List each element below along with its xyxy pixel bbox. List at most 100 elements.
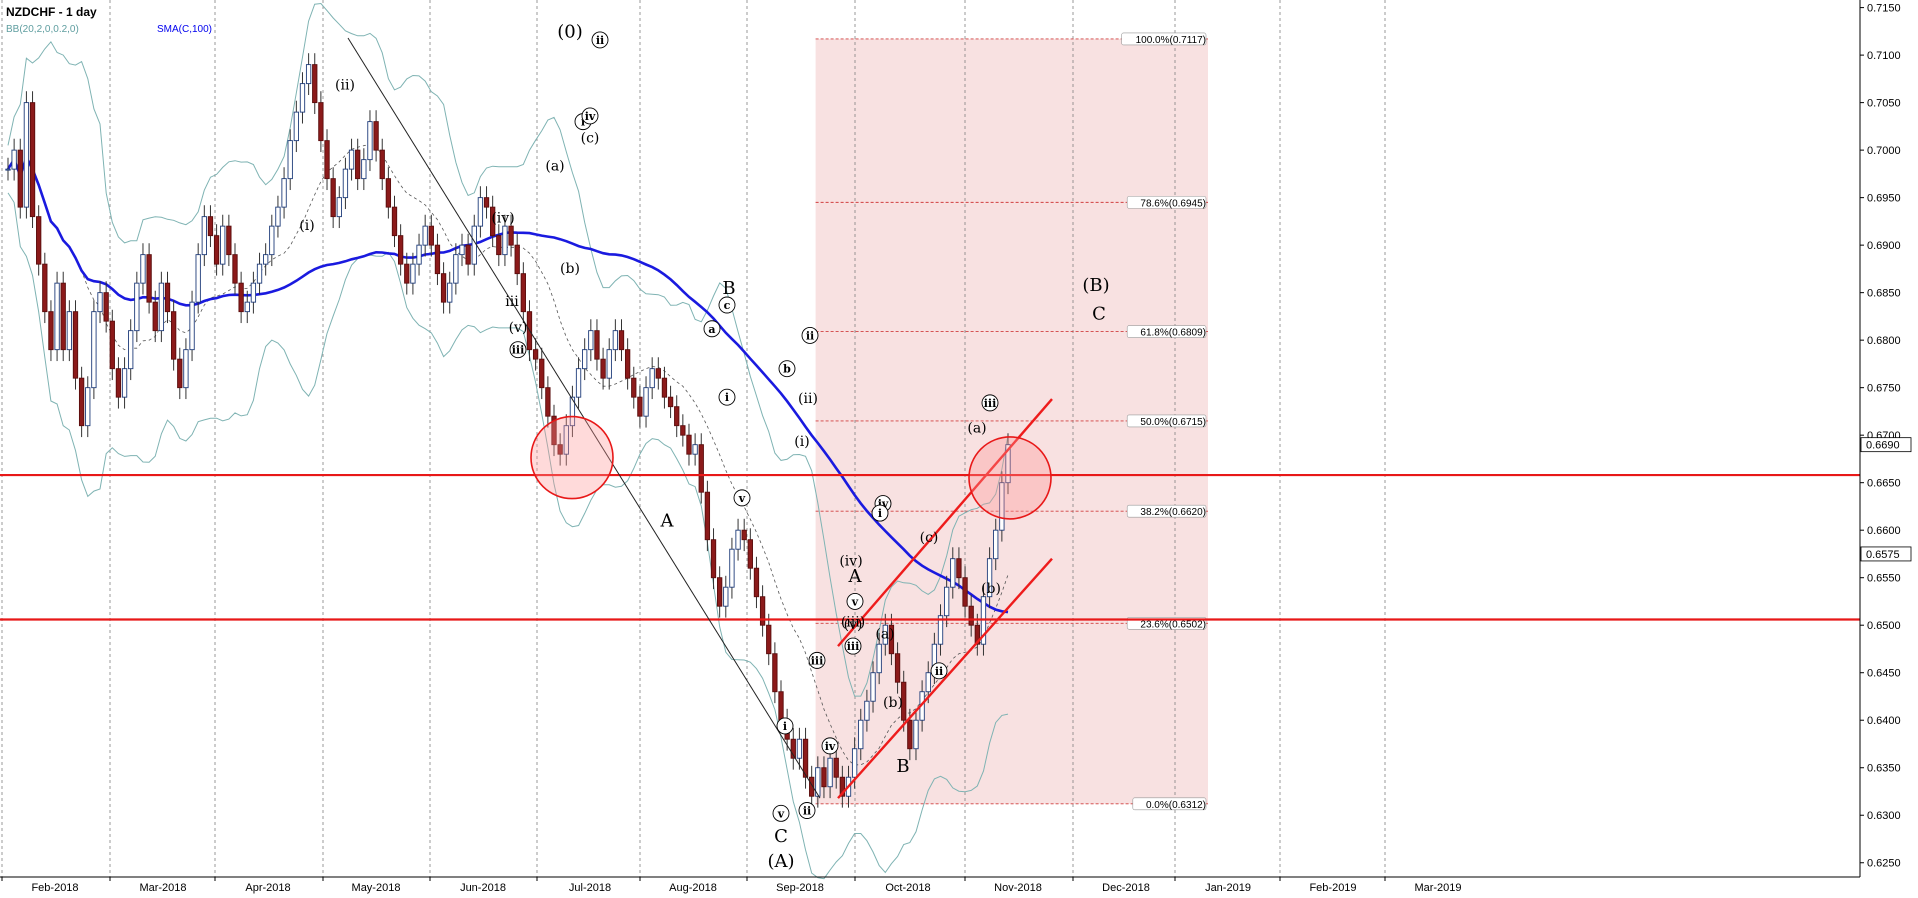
candle-body — [532, 349, 539, 360]
wave-label: i — [581, 116, 585, 129]
candle-body — [195, 254, 201, 303]
candle-body — [723, 586, 729, 607]
candle-body — [710, 539, 717, 579]
candle-body — [11, 149, 17, 170]
candle-body — [226, 225, 232, 256]
wave-label: (v) — [844, 617, 863, 633]
wave-label: (ii) — [335, 78, 355, 94]
candle-body — [54, 282, 60, 351]
wave-label: iii — [811, 654, 824, 667]
sma-legend: SMA(C,100) — [157, 24, 212, 35]
candle-body — [790, 738, 796, 759]
candle-body — [588, 330, 594, 351]
wave-label: (a) — [875, 627, 894, 643]
candle-body — [434, 244, 441, 275]
candle-body — [146, 254, 152, 303]
candle-body — [876, 643, 882, 674]
wave-label: (A) — [767, 851, 794, 872]
fib-label-box — [1126, 196, 1207, 209]
candle-body — [680, 425, 686, 436]
candle-body — [557, 444, 563, 455]
y-tick-label: 0.7050 — [1867, 98, 1901, 110]
fib-level-label: 0.0%(0.6312) — [1146, 800, 1206, 811]
fib-level-label: 100.0%(0.7117) — [1136, 35, 1206, 46]
wave-label: i — [878, 507, 882, 520]
candle-body — [729, 548, 735, 588]
candle-body — [692, 444, 698, 455]
wave-label: (b) — [560, 261, 580, 277]
wave-label-circle — [772, 804, 790, 822]
sma-price-marker: 0.6575 — [1866, 549, 1900, 561]
candle-body — [815, 767, 821, 797]
candle-body — [753, 567, 760, 598]
candle-body — [477, 197, 484, 227]
candle-body — [821, 767, 827, 788]
candle-body — [305, 64, 312, 85]
candle-body — [422, 225, 428, 246]
y-tick-label: 0.7100 — [1867, 50, 1901, 62]
wave-label: B — [722, 278, 735, 299]
candle-body — [397, 235, 404, 265]
wave-label: (c) — [581, 131, 600, 147]
candle-body — [115, 368, 122, 398]
y-tick-label: 0.6450 — [1867, 668, 1901, 680]
wave-label: (i) — [794, 434, 809, 450]
candle-body — [894, 653, 901, 683]
wave-label-circle — [821, 737, 839, 755]
candle-body — [428, 225, 434, 246]
wave-label-circle — [591, 31, 609, 49]
candle-body — [569, 396, 576, 427]
wave-label-circle — [798, 802, 816, 819]
wave-label-circle — [733, 489, 751, 507]
candle-body — [575, 368, 582, 398]
candle-body — [766, 624, 772, 655]
candle-body — [36, 216, 42, 265]
wave-label: C — [1092, 304, 1106, 325]
candle-body — [404, 263, 410, 284]
candle-body — [250, 282, 257, 303]
candle-body — [772, 653, 778, 693]
candle-body — [471, 225, 477, 265]
y-tick-label: 0.6250 — [1867, 858, 1901, 870]
candle-body — [121, 368, 128, 398]
wave-label: (ii) — [798, 391, 818, 407]
wave-label-circle — [718, 296, 736, 314]
candle-body — [299, 83, 306, 113]
candle-body — [551, 415, 557, 446]
candle-body — [140, 254, 146, 284]
fib-label-box — [1126, 325, 1207, 338]
wave-label: b — [783, 363, 791, 376]
candle-body — [809, 776, 815, 797]
fib-label-box — [1121, 32, 1207, 46]
wave-label: B — [896, 756, 909, 777]
wave-label: ii — [596, 34, 604, 47]
y-tick-label: 0.6300 — [1867, 810, 1901, 822]
candle-body — [23, 102, 30, 208]
candle-body — [993, 529, 999, 560]
y-tick-label: 0.6750 — [1867, 383, 1901, 395]
y-tick-label: 0.6900 — [1867, 240, 1901, 252]
candle-body — [177, 358, 183, 389]
wave-label: (0) — [557, 21, 583, 42]
candle-body — [888, 624, 895, 655]
candle-body — [293, 111, 299, 142]
last-price-marker: 0.6690 — [1866, 440, 1900, 452]
wave-label: (iv) — [839, 554, 862, 570]
wave-label-circle — [846, 593, 864, 610]
x-tick-label: Jun-2018 — [460, 882, 506, 894]
candle-body — [717, 577, 723, 607]
x-tick-label: Dec-2018 — [1102, 882, 1150, 894]
candle-body — [882, 624, 888, 645]
y-tick-label: 0.6800 — [1867, 335, 1901, 347]
wave-label-circle — [930, 662, 948, 680]
wave-label-circle — [778, 360, 796, 378]
candle-body — [318, 102, 324, 142]
wave-label: (c) — [920, 530, 939, 546]
candle-body — [201, 216, 207, 256]
candle-body — [937, 615, 944, 645]
wave-label: iii — [505, 294, 519, 310]
wave-label: (a) — [967, 421, 986, 437]
wave-label: A — [848, 566, 863, 587]
candle-body — [490, 206, 496, 237]
